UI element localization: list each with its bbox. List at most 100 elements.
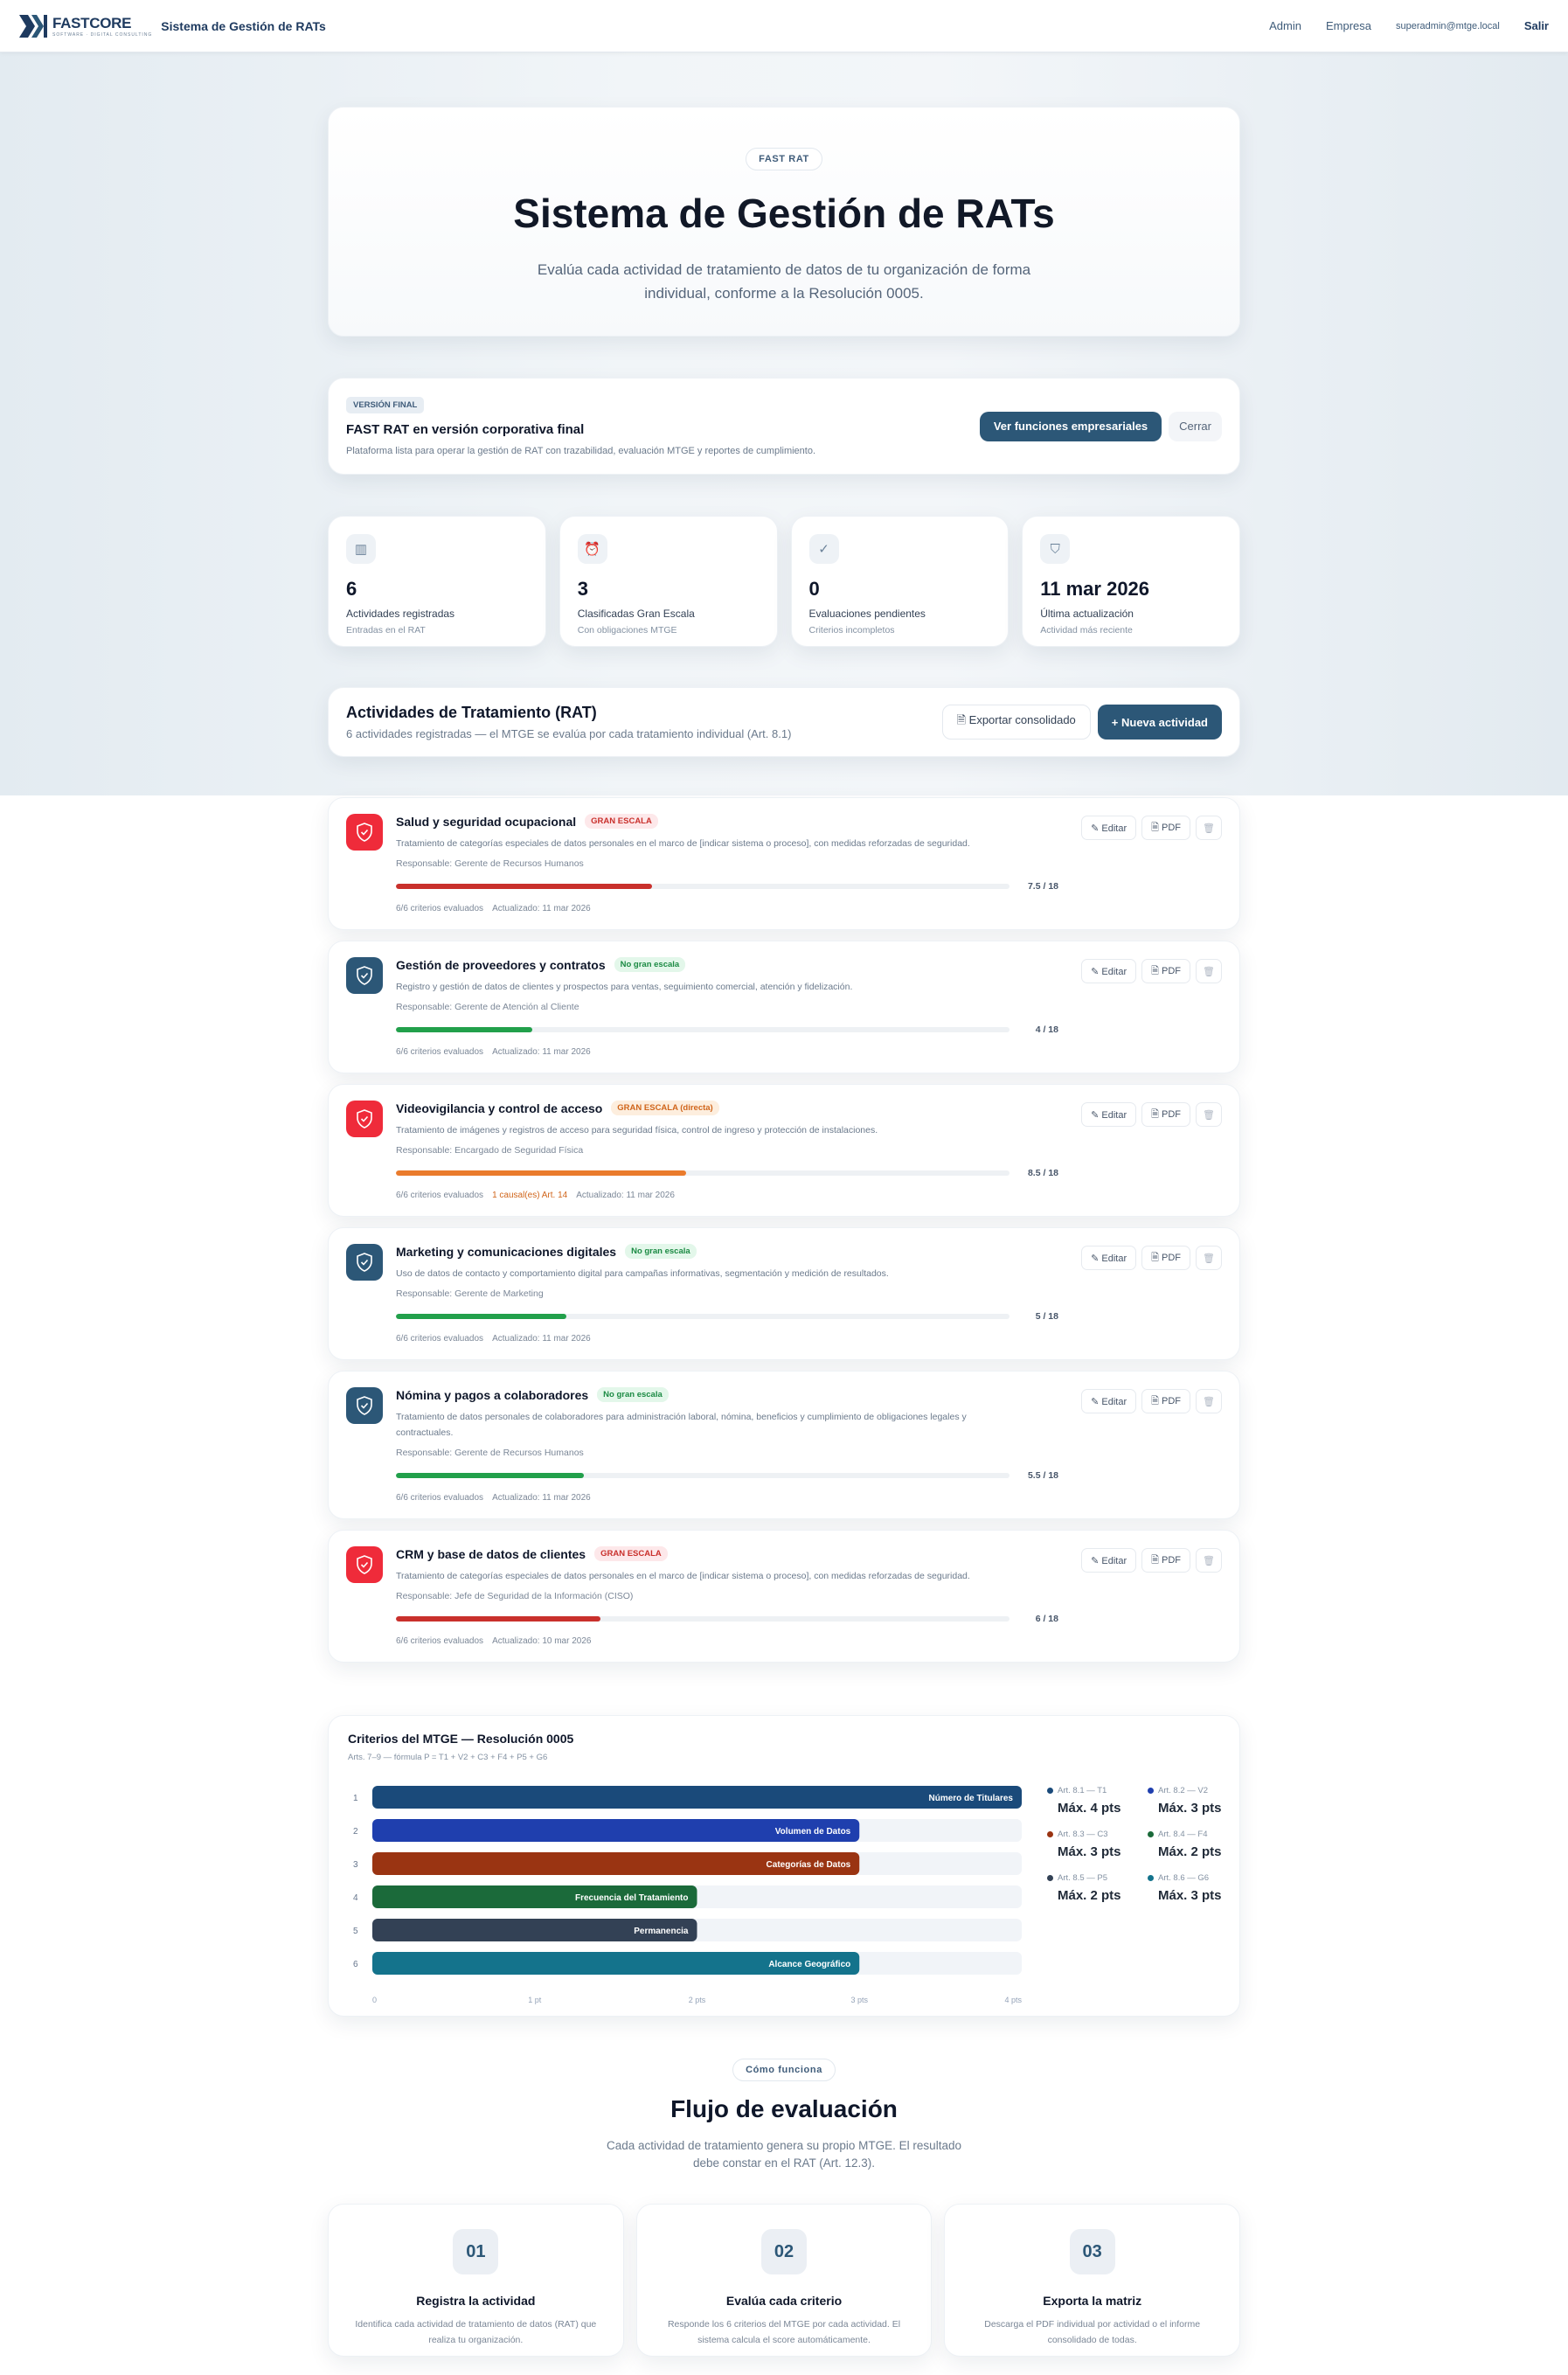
legend-value: Máx. 4 pts [1058, 1801, 1121, 1816]
score-progress-fill [396, 1616, 600, 1622]
delete-button[interactable]: 🗑 [1196, 1246, 1222, 1270]
legend-dot [1148, 1788, 1154, 1794]
bar-label: Permanencia [634, 1927, 689, 1936]
legend-item: Art. 8.6 — G6 Máx. 3 pts [1148, 1873, 1248, 1903]
pdf-button[interactable]: 🗎 PDF [1141, 1246, 1191, 1270]
shield-check-icon: ⛉ [1040, 534, 1071, 564]
step-number: 03 [1069, 2229, 1115, 2274]
x-tick-label: 4 pts [1004, 1996, 1022, 2004]
chart-plot: 1 Número de Titulares 2 Volumen de Datos 3 Ca… [353, 1786, 1022, 2004]
edit-button[interactable]: ✎ Editar [1081, 959, 1137, 983]
edit-button[interactable]: ✎ Editar [1081, 816, 1137, 840]
bar-chart-icon: ▥ [346, 534, 376, 564]
activity-list: Salud y seguridad ocupacional GRAN ESCALA… [328, 797, 1240, 1663]
bar-label: Alcance Geográfico [768, 1960, 850, 1969]
legend-value: Máx. 2 pts [1158, 1844, 1222, 1859]
updated-date: Actualizado: 11 mar 2026 [492, 904, 591, 913]
stat-card: ✓ 0 Evaluaciones pendientes Criterios incom… [790, 516, 1009, 647]
how-title: Flujo de evaluación [670, 2095, 898, 2122]
logout-link[interactable]: Salir [1523, 19, 1549, 32]
delete-button[interactable]: 🗑 [1196, 959, 1222, 983]
activity-card: CRM y base de datos de clientes GRAN ESCA… [328, 1530, 1240, 1663]
scale-badge: GRAN ESCALA [585, 814, 658, 829]
pdf-button[interactable]: 🗎 PDF [1141, 1102, 1191, 1127]
activity-actions: ✎ Editar 🗎 PDF 🗑 [1081, 1246, 1222, 1270]
hero-card: FAST RAT Sistema de Gestión de RATs Eval… [328, 107, 1240, 337]
pdf-button[interactable]: 🗎 PDF [1141, 1389, 1191, 1413]
stat-label: Clasificadas Gran Escala [577, 608, 695, 620]
rat-subtitle: 6 actividades registradas — el MTGE se e… [346, 727, 792, 740]
new-activity-button[interactable]: + Nueva actividad [1097, 705, 1222, 740]
stat-sub: Con obligaciones MTGE [577, 625, 677, 635]
page-title: Sistema de Gestión de RATs [513, 191, 1055, 236]
activity-responsible: Responsable: Gerente de Marketing [396, 1288, 544, 1299]
progress-row: 7.5 / 18 [396, 881, 1058, 892]
activity-title[interactable]: Marketing y comunicaciones digitales [396, 1244, 617, 1259]
bar [372, 1819, 860, 1842]
activity-title-line: Gestión de proveedores y contratos No gra… [396, 957, 1058, 972]
legend-dot [1148, 1831, 1154, 1837]
category-label: 2 [353, 1827, 358, 1837]
art14-warning: 1 causal(es) Art. 14 [492, 1191, 568, 1200]
score-label: 5 / 18 [1035, 1311, 1058, 1322]
score-progress-fill [396, 1027, 532, 1032]
edit-button[interactable]: ✎ Editar [1081, 1102, 1137, 1127]
step-card: 01 Registra la actividad Identifica cada a… [328, 2204, 624, 2357]
stat-card: ⏰ 3 Clasificadas Gran Escala Con obligacion… [559, 516, 778, 647]
criteria-count: 6/6 criterios evaluados [396, 1047, 484, 1057]
delete-button[interactable]: 🗑 [1196, 1389, 1222, 1413]
score-label: 5.5 / 18 [1027, 1470, 1058, 1481]
bar [372, 1919, 697, 1941]
score-progress-bar [396, 1473, 1009, 1478]
criteria-count: 6/6 criterios evaluados [396, 1636, 484, 1646]
brand-tagline: SOFTWARE · DIGITAL CONSULTING [52, 31, 153, 38]
delete-button[interactable]: 🗑 [1196, 1548, 1222, 1573]
bar-label: Número de Titulares [928, 1794, 1013, 1803]
edit-button[interactable]: ✎ Editar [1081, 1548, 1137, 1573]
mtge-criteria-chart: Criterios del MTGE — Resolución 0005 Art… [328, 1715, 1240, 2017]
activity-actions: ✎ Editar 🗎 PDF 🗑 [1081, 959, 1222, 983]
score-label: 6 / 18 [1035, 1614, 1058, 1624]
activity-title[interactable]: Nómina y pagos a colaboradores [396, 1387, 589, 1402]
updated-date: Actualizado: 11 mar 2026 [492, 1493, 591, 1503]
nav-empresa[interactable]: Empresa [1326, 19, 1372, 32]
legend-dot [1148, 1875, 1154, 1881]
legend-value: Máx. 2 pts [1058, 1888, 1121, 1903]
stat-card: ▥ 6 Actividades registradas Entradas en el … [328, 516, 546, 647]
activity-title[interactable]: CRM y base de datos de clientes [396, 1546, 586, 1561]
activity-responsible: Responsable: Gerente de Recursos Humanos [396, 858, 584, 869]
activity-meta: 6/6 criterios evaluados Actualizado: 11 m… [396, 904, 1058, 913]
activity-title[interactable]: Videovigilancia y control de acceso [396, 1101, 603, 1115]
bar-label: Categorías de Datos [767, 1860, 851, 1870]
activity-body: Marketing y comunicaciones digitales No g… [396, 1244, 1058, 1344]
stat-label: Evaluaciones pendientes [808, 608, 926, 620]
delete-button[interactable]: 🗑 [1196, 1102, 1222, 1127]
legend-value: Máx. 3 pts [1058, 1844, 1121, 1859]
close-banner-button[interactable]: Cerrar [1169, 411, 1222, 441]
pdf-button[interactable]: 🗎 PDF [1141, 959, 1191, 983]
enterprise-features-button[interactable]: Ver funciones empresariales [979, 411, 1162, 441]
activity-actions: ✎ Editar 🗎 PDF 🗑 [1081, 1389, 1222, 1413]
step-title: Registra la actividad [416, 2294, 536, 2308]
legend-item: Art. 8.3 — C3 Máx. 3 pts [1047, 1830, 1148, 1859]
activity-title[interactable]: Gestión de proveedores y contratos [396, 957, 606, 972]
scale-badge: GRAN ESCALA (directa) [611, 1101, 719, 1115]
category-label: 3 [353, 1860, 358, 1870]
nav-admin[interactable]: Admin [1269, 19, 1301, 32]
bar-label: Frecuencia del Tratamiento [575, 1893, 689, 1903]
edit-button[interactable]: ✎ Editar [1081, 1389, 1137, 1413]
activity-description: Uso de datos de contacto y comportamient… [396, 1268, 889, 1279]
chart-subtitle: Arts. 7–9 — fórmula P = T1 + V2 + C3 + F… [348, 1753, 548, 1762]
file-icon: 🗎 [956, 713, 969, 726]
activity-title[interactable]: Salud y seguridad ocupacional [396, 814, 577, 829]
edit-button[interactable]: ✎ Editar [1081, 1246, 1137, 1270]
delete-button[interactable]: 🗑 [1196, 816, 1222, 840]
logo[interactable]: FASTCORE SOFTWARE · DIGITAL CONSULTING [19, 14, 153, 38]
step-text: Identifica cada actividad de tratamiento… [355, 2319, 597, 2345]
export-consolidated-button[interactable]: 🗎 Exportar consolidado [941, 705, 1091, 740]
bar [372, 1952, 860, 1975]
activity-responsible: Responsable: Jefe de Seguridad de la Inf… [396, 1591, 634, 1601]
pdf-button[interactable]: 🗎 PDF [1141, 816, 1191, 840]
pdf-button[interactable]: 🗎 PDF [1141, 1548, 1191, 1573]
step-title: Exporta la matriz [1043, 2294, 1142, 2308]
